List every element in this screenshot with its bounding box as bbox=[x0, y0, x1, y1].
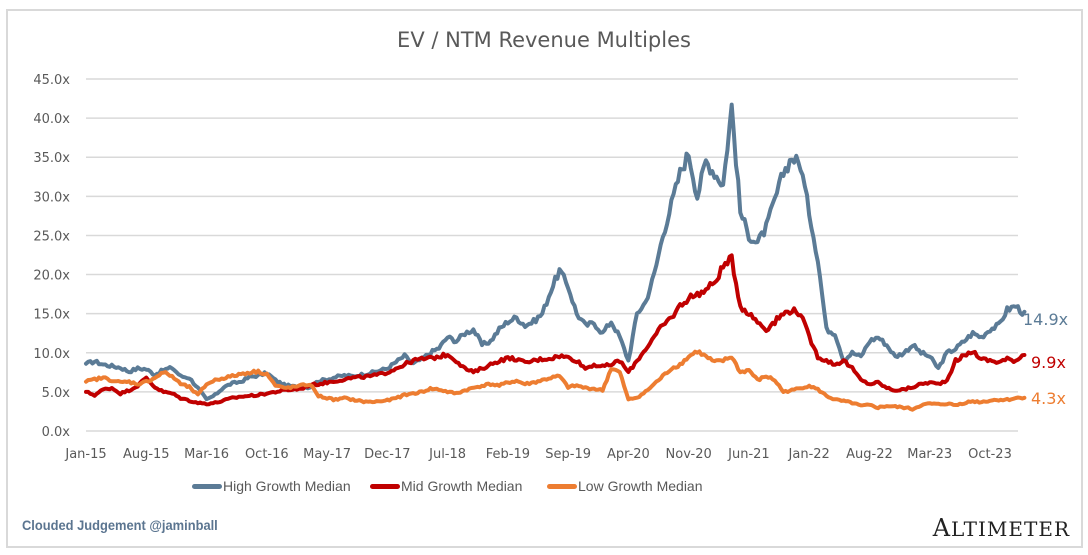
x-tick-label: Apr-20 bbox=[607, 447, 650, 462]
x-tick-label: Jul-18 bbox=[428, 447, 466, 462]
legend: High Growth Median Mid Growth Median Low… bbox=[0, 478, 1088, 498]
series-line-low-growth-median bbox=[84, 349, 1027, 412]
y-axis: 0.0x 5.0x 10.0x 15.0x 20.0x 25.0x 30.0x 35.0x 40… bbox=[33, 73, 70, 440]
y-tick-label: 30.0x bbox=[33, 190, 70, 205]
legend-label: Low Growth Median bbox=[578, 478, 703, 494]
legend-swatch-low-growth bbox=[547, 483, 577, 489]
y-tick-label: 10.0x bbox=[33, 347, 70, 362]
end-label-low-growth-median: 4.3x bbox=[1031, 389, 1066, 408]
series-line-high-growth-median bbox=[84, 102, 1027, 402]
x-tick-label: May-17 bbox=[303, 447, 351, 462]
legend-label: Mid Growth Median bbox=[401, 478, 523, 494]
x-tick-label: Nov-20 bbox=[666, 447, 712, 462]
legend-item-low-growth: Low Growth Median bbox=[547, 478, 703, 494]
end-labels: 14.9x 9.9x 4.3x bbox=[1023, 310, 1068, 408]
logo-rest: LTIMETER bbox=[951, 517, 1070, 541]
x-tick-label: Aug-22 bbox=[846, 447, 893, 462]
y-tick-label: 45.0x bbox=[33, 73, 70, 88]
legend-label: High Growth Median bbox=[223, 478, 351, 494]
y-tick-label: 25.0x bbox=[33, 229, 70, 244]
chart-title: EV / NTM Revenue Multiples bbox=[397, 28, 691, 52]
legend-swatch-mid-growth bbox=[370, 483, 400, 489]
legend-item-mid-growth: Mid Growth Median bbox=[370, 478, 522, 494]
legend-item-high-growth: High Growth Median bbox=[192, 478, 351, 494]
x-tick-label: Sep-19 bbox=[545, 447, 591, 462]
logo-initial: A bbox=[932, 514, 952, 542]
x-tick-label: Mar-16 bbox=[184, 447, 229, 462]
series-lines bbox=[84, 102, 1027, 412]
x-axis: Jan-15 Aug-15 Mar-16 Oct-16 May-17 Dec-17 Jul-… bbox=[64, 447, 1012, 462]
y-tick-label: 20.0x bbox=[33, 269, 70, 284]
x-tick-label: Oct-16 bbox=[245, 447, 289, 462]
y-tick-label: 0.0x bbox=[42, 425, 71, 440]
x-tick-label: Aug-15 bbox=[123, 447, 170, 462]
chart-frame bbox=[6, 9, 1083, 548]
series-line-mid-growth-median bbox=[84, 253, 1027, 407]
end-label-high-growth-median: 14.9x bbox=[1023, 310, 1068, 329]
end-label-mid-growth-median: 9.9x bbox=[1031, 353, 1066, 372]
x-tick-label: Jan-22 bbox=[788, 447, 830, 462]
x-tick-label: Feb-19 bbox=[486, 447, 530, 462]
altimeter-logo: ALTIMETER bbox=[933, 514, 1070, 542]
y-tick-label: 40.0x bbox=[33, 112, 70, 127]
y-tick-label: 15.0x bbox=[33, 308, 70, 323]
attribution-text: Clouded Judgement @jaminball bbox=[22, 517, 218, 533]
x-tick-label: Mar-23 bbox=[907, 447, 952, 462]
x-tick-label: Oct-23 bbox=[968, 447, 1012, 462]
legend-swatch-high-growth bbox=[192, 483, 222, 489]
y-tick-label: 5.0x bbox=[42, 386, 71, 401]
x-tick-label: Jan-15 bbox=[64, 447, 106, 462]
x-tick-label: Dec-17 bbox=[364, 447, 410, 462]
y-tick-label: 35.0x bbox=[33, 151, 70, 166]
x-tick-label: Jun-21 bbox=[727, 447, 770, 462]
